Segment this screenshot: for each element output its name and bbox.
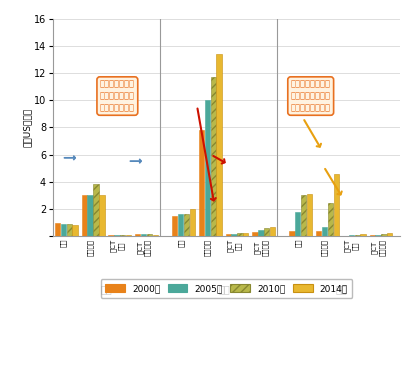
Bar	[172, 216, 177, 236]
Bar	[55, 223, 60, 236]
Bar	[237, 233, 243, 236]
Bar	[210, 77, 216, 236]
Bar	[66, 224, 72, 236]
Bar	[141, 234, 146, 236]
Bar	[334, 173, 339, 236]
Bar	[270, 227, 275, 236]
Bar	[295, 211, 300, 236]
Bar	[328, 203, 333, 236]
Bar	[264, 229, 269, 236]
Bar	[199, 130, 204, 236]
Bar	[376, 235, 381, 236]
Bar	[301, 195, 306, 236]
Bar	[360, 234, 366, 236]
Bar	[61, 224, 66, 236]
Bar	[322, 227, 327, 236]
Bar	[135, 234, 140, 236]
Text: サービス業：中国
は増加幅が大きい
が、日本は横ばい: サービス業：中国 は増加幅が大きい が、日本は横ばい	[290, 80, 331, 113]
Bar	[216, 54, 222, 236]
Bar	[114, 235, 120, 236]
Bar	[258, 230, 264, 236]
Y-axis label: （兆USドル）: （兆USドル）	[23, 108, 32, 147]
Bar	[349, 235, 354, 236]
Bar	[381, 234, 387, 236]
Bar	[147, 234, 152, 236]
Bar	[108, 235, 114, 236]
Bar	[120, 235, 125, 236]
Bar	[307, 194, 312, 236]
Bar	[126, 235, 131, 236]
Bar	[73, 225, 78, 236]
Bar	[354, 235, 360, 236]
Text: 製造業：米国は
増加傾向だが、
日本は減少傾向: 製造業：米国は 増加傾向だが、 日本は減少傾向	[100, 80, 135, 113]
Text: 日本: 日本	[101, 284, 112, 294]
Bar	[205, 100, 210, 236]
Bar	[243, 233, 249, 236]
Text: 中国: 中国	[335, 284, 347, 294]
Bar	[289, 230, 295, 236]
Bar	[232, 234, 237, 236]
Bar	[82, 195, 87, 236]
Bar	[93, 184, 99, 236]
Text: 米国: 米国	[218, 284, 230, 294]
Bar	[252, 232, 258, 236]
Bar	[316, 231, 321, 236]
Bar	[387, 233, 393, 236]
Bar	[184, 213, 189, 236]
Bar	[226, 234, 231, 236]
Legend: 2000年, 2005年, 2010年, 2014年: 2000年, 2005年, 2010年, 2014年	[100, 279, 352, 298]
Bar	[153, 235, 158, 236]
Bar	[99, 195, 105, 236]
Bar	[88, 195, 93, 236]
Bar	[178, 214, 183, 236]
Bar	[190, 209, 195, 236]
